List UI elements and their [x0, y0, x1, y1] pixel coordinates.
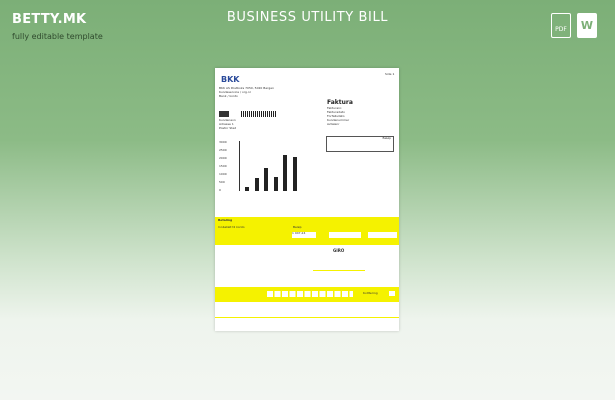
axis-tick-label: 1500 — [219, 164, 227, 168]
invoice-title: Faktura — [327, 99, 353, 106]
chart-bar — [254, 178, 259, 191]
chart-bar — [292, 157, 297, 191]
consumption-chart: 3000 2500 2000 1500 1000 500 0 — [219, 140, 303, 201]
recipient-line: Kundenavn — [219, 118, 236, 122]
amount-field: 1 047,24 — [292, 231, 316, 238]
sender-line: Bank / konto — [219, 94, 238, 98]
account-boxes — [267, 291, 353, 297]
sender-line: Kundeservice / org.nr — [219, 90, 252, 94]
payment-title: Betaling — [218, 218, 233, 222]
axis-tick-label: 2000 — [219, 156, 227, 160]
chart-bar — [273, 177, 278, 191]
receipt-checkbox — [389, 291, 395, 296]
invoice-field: Forfallsdato — [327, 114, 345, 118]
invoice-field: Kundenummer — [327, 118, 350, 122]
sender-line: BKK AS Postboks 7050, 5020 Bergen — [219, 86, 274, 90]
axis-tick-label: 0 — [219, 188, 221, 192]
page-title: BUSINESS UTILITY BILL — [226, 10, 389, 25]
recipient-line: Postnr Sted — [219, 126, 237, 130]
chart-bar — [245, 187, 249, 191]
giro-label: GIRO — [333, 248, 345, 253]
recipient-line: Adresse 1 — [219, 122, 234, 126]
word-icon[interactable]: W — [577, 13, 597, 38]
invoice-field: Fakturanr. — [327, 106, 342, 110]
brand-logo: BETTY.MK — [12, 12, 87, 27]
bill-preview: BKK Side 1 BKK AS Postboks 7050, 5020 Be… — [215, 68, 399, 331]
payment-section: Betaling Innbetalt til konto Beløp 1 047… — [215, 217, 399, 245]
signature-line — [313, 270, 365, 271]
totals-box: Beløp — [326, 136, 394, 152]
axis-tick-label: 3000 — [219, 140, 227, 144]
bkk-logo: BKK — [221, 75, 240, 84]
invoice-field: Avtalenr — [327, 122, 340, 126]
giro-strip: Kvittering — [215, 287, 399, 302]
stamp-icon — [219, 111, 229, 117]
date-field — [368, 232, 397, 238]
y-axis — [239, 141, 240, 191]
chart-bar — [264, 167, 268, 191]
totals-header: Beløp — [382, 136, 391, 140]
invoice-field: Fakturadato — [327, 110, 345, 114]
kid-field — [329, 232, 361, 238]
receipt-label: Kvittering — [363, 291, 378, 295]
page-number: Side 1 — [385, 72, 395, 76]
pdf-icon[interactable]: PDF — [551, 13, 571, 38]
barcode — [241, 111, 277, 117]
giro-bottom-row — [215, 304, 399, 318]
axis-tick-label: 2500 — [219, 148, 227, 152]
payment-label: Innbetalt til konto — [218, 225, 245, 229]
chart-bar — [283, 155, 287, 191]
tagline: fully editable template — [12, 32, 103, 41]
amount-label: Beløp — [293, 225, 302, 229]
axis-tick-label: 500 — [219, 180, 225, 184]
axis-tick-label: 1000 — [219, 172, 227, 176]
